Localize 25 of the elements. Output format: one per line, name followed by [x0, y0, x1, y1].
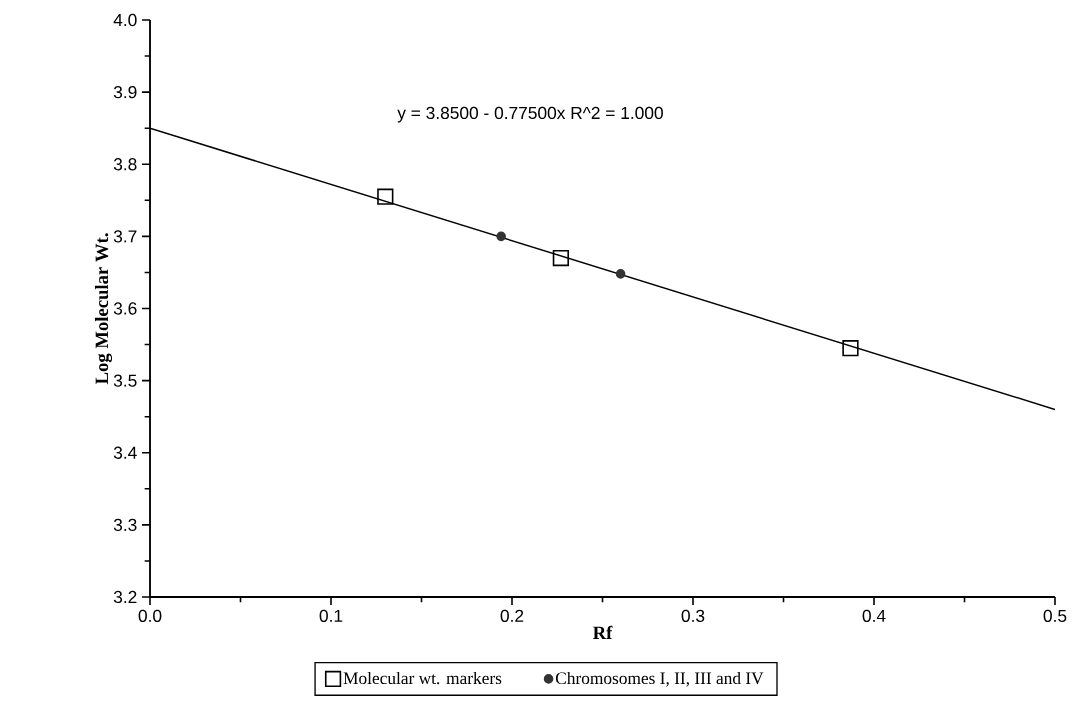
point [496, 231, 506, 242]
x-axis-title: Rf [592, 625, 613, 639]
y-tick-label: 4.0 [113, 13, 137, 27]
x-tick-label: 0.3 [681, 609, 705, 622]
y-axis-title: Log Molecular Wt. [94, 233, 113, 385]
point [842, 340, 859, 357]
y-tick-label: 3.5 [113, 374, 137, 387]
x-tick-label: 0.5 [1043, 609, 1067, 622]
legend-label: Chromosomes I, II, III and IV [555, 671, 764, 687]
x-tick-label: 0.4 [862, 609, 886, 622]
x-tick-label: 0.0 [138, 609, 162, 622]
y-tick-label: 3.9 [113, 85, 137, 99]
point [377, 188, 394, 205]
x-tick-label: 0.1 [319, 609, 343, 622]
annotation: y = 3.8500 - 0.77500x R^2 = 1.000 [397, 106, 663, 123]
point [552, 249, 570, 267]
point [615, 269, 626, 279]
y-tick-label: 3.3 [113, 518, 137, 531]
y-tick-label: 3.6 [113, 302, 137, 315]
y-tick-label: 3.2 [113, 590, 137, 604]
legend-label: Molecular wt. markers [343, 671, 502, 685]
y-tick-label: 3.8 [113, 158, 137, 171]
x-tick-label: 0.2 [500, 609, 524, 622]
y-tick-label: 3.4 [113, 446, 137, 459]
y-tick-label: 3.7 [113, 230, 137, 243]
